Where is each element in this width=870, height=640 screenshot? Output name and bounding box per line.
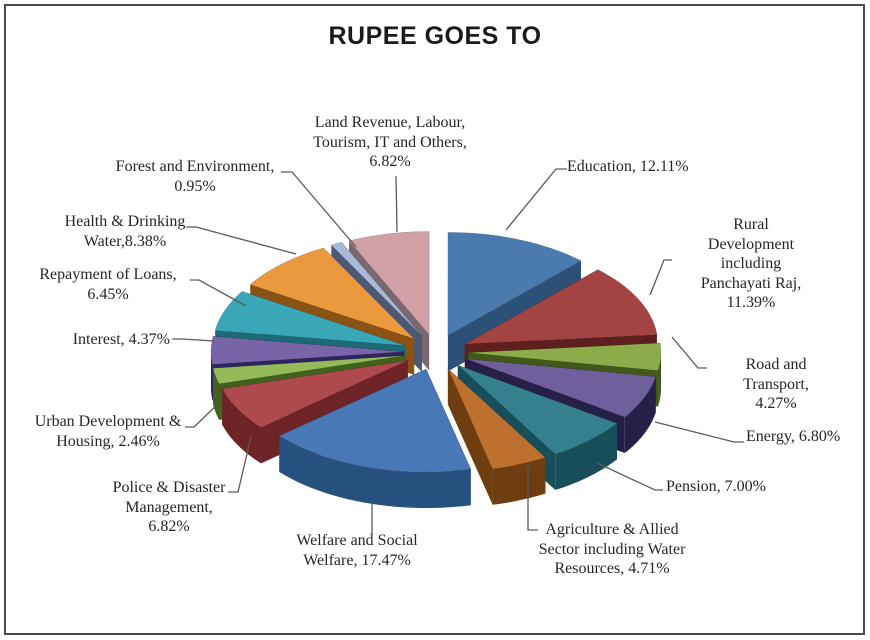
- pie-slice-label: Energy, 6.80%: [746, 428, 841, 445]
- leader-line: [654, 421, 744, 443]
- pie-slice-top: [212, 355, 405, 385]
- pie-slice-outer-side: [492, 457, 546, 505]
- leader-line: [527, 466, 538, 531]
- pie-slice-outer-side: [658, 352, 661, 407]
- leader-line: [186, 226, 297, 255]
- pie-slice-top: [278, 368, 472, 473]
- pie-slice-label: Forest and Environment, 0.95%: [115, 158, 275, 195]
- pie-slice-top: [249, 247, 415, 340]
- pie-slice-outer-side: [624, 376, 656, 453]
- pie-slice-top: [348, 231, 430, 336]
- pie-slice-top: [221, 360, 408, 428]
- leader-line: [505, 168, 567, 231]
- leader-line: [228, 436, 252, 493]
- pie-slice-label: Police & Disaster Management, 6.82%: [112, 479, 226, 535]
- pie-slice-top: [457, 364, 618, 455]
- pie-slice-label: Rural Development including Panchayati R…: [700, 216, 802, 311]
- pie-slice-label: Interest, 4.37%: [72, 331, 170, 348]
- pie-slice-top: [214, 291, 407, 347]
- pie-slice-label: Land Revenue, Labour, Tourism, IT and Ot…: [313, 114, 467, 170]
- leader-line: [596, 462, 663, 491]
- pie-slice-label: Education, 12.11%: [567, 158, 689, 175]
- pie-slice-cut-face: [447, 368, 493, 505]
- pie-slice-label: Pension, 7.00%: [666, 478, 766, 495]
- pie-slice-label: Urban Development & Housing, 2.46%: [34, 413, 182, 450]
- leader-line: [649, 259, 672, 296]
- pie-slice-top: [330, 241, 423, 337]
- leader-line: [190, 279, 247, 307]
- pie-slice-top: [467, 342, 662, 371]
- pie-slice-label: Road and Transport, 4.27%: [743, 356, 809, 412]
- chart-title: RUPEE GOES TO: [328, 22, 542, 50]
- pie-slice-label: Repayment of Loans, 6.45%: [39, 266, 177, 303]
- pie-slice-label: Health & Drinking Water,8.38%: [64, 213, 186, 250]
- pie-slice-label: Welfare and Social Welfare, 17.47%: [296, 532, 418, 569]
- pie-slice-label: Agriculture & Allied Sector including Wa…: [538, 521, 686, 577]
- pie-slice-outer-side: [211, 351, 213, 401]
- leader-line: [185, 403, 219, 428]
- pie-slice-top: [447, 368, 546, 470]
- pie-slice-outer-side: [279, 435, 471, 508]
- pie-slice-outer-side: [222, 388, 261, 464]
- leader-line: [395, 175, 398, 233]
- pie-slice-top: [447, 232, 582, 336]
- pie-slice-outer-side: [555, 423, 617, 490]
- leader-line: [281, 171, 357, 248]
- pie-slice-top: [210, 336, 405, 365]
- leader-line: [172, 338, 215, 342]
- leader-line: [671, 336, 707, 369]
- chart-border-frame: [4, 4, 865, 635]
- pie-slice-top: [464, 269, 658, 345]
- pie-slice-top: [465, 358, 657, 418]
